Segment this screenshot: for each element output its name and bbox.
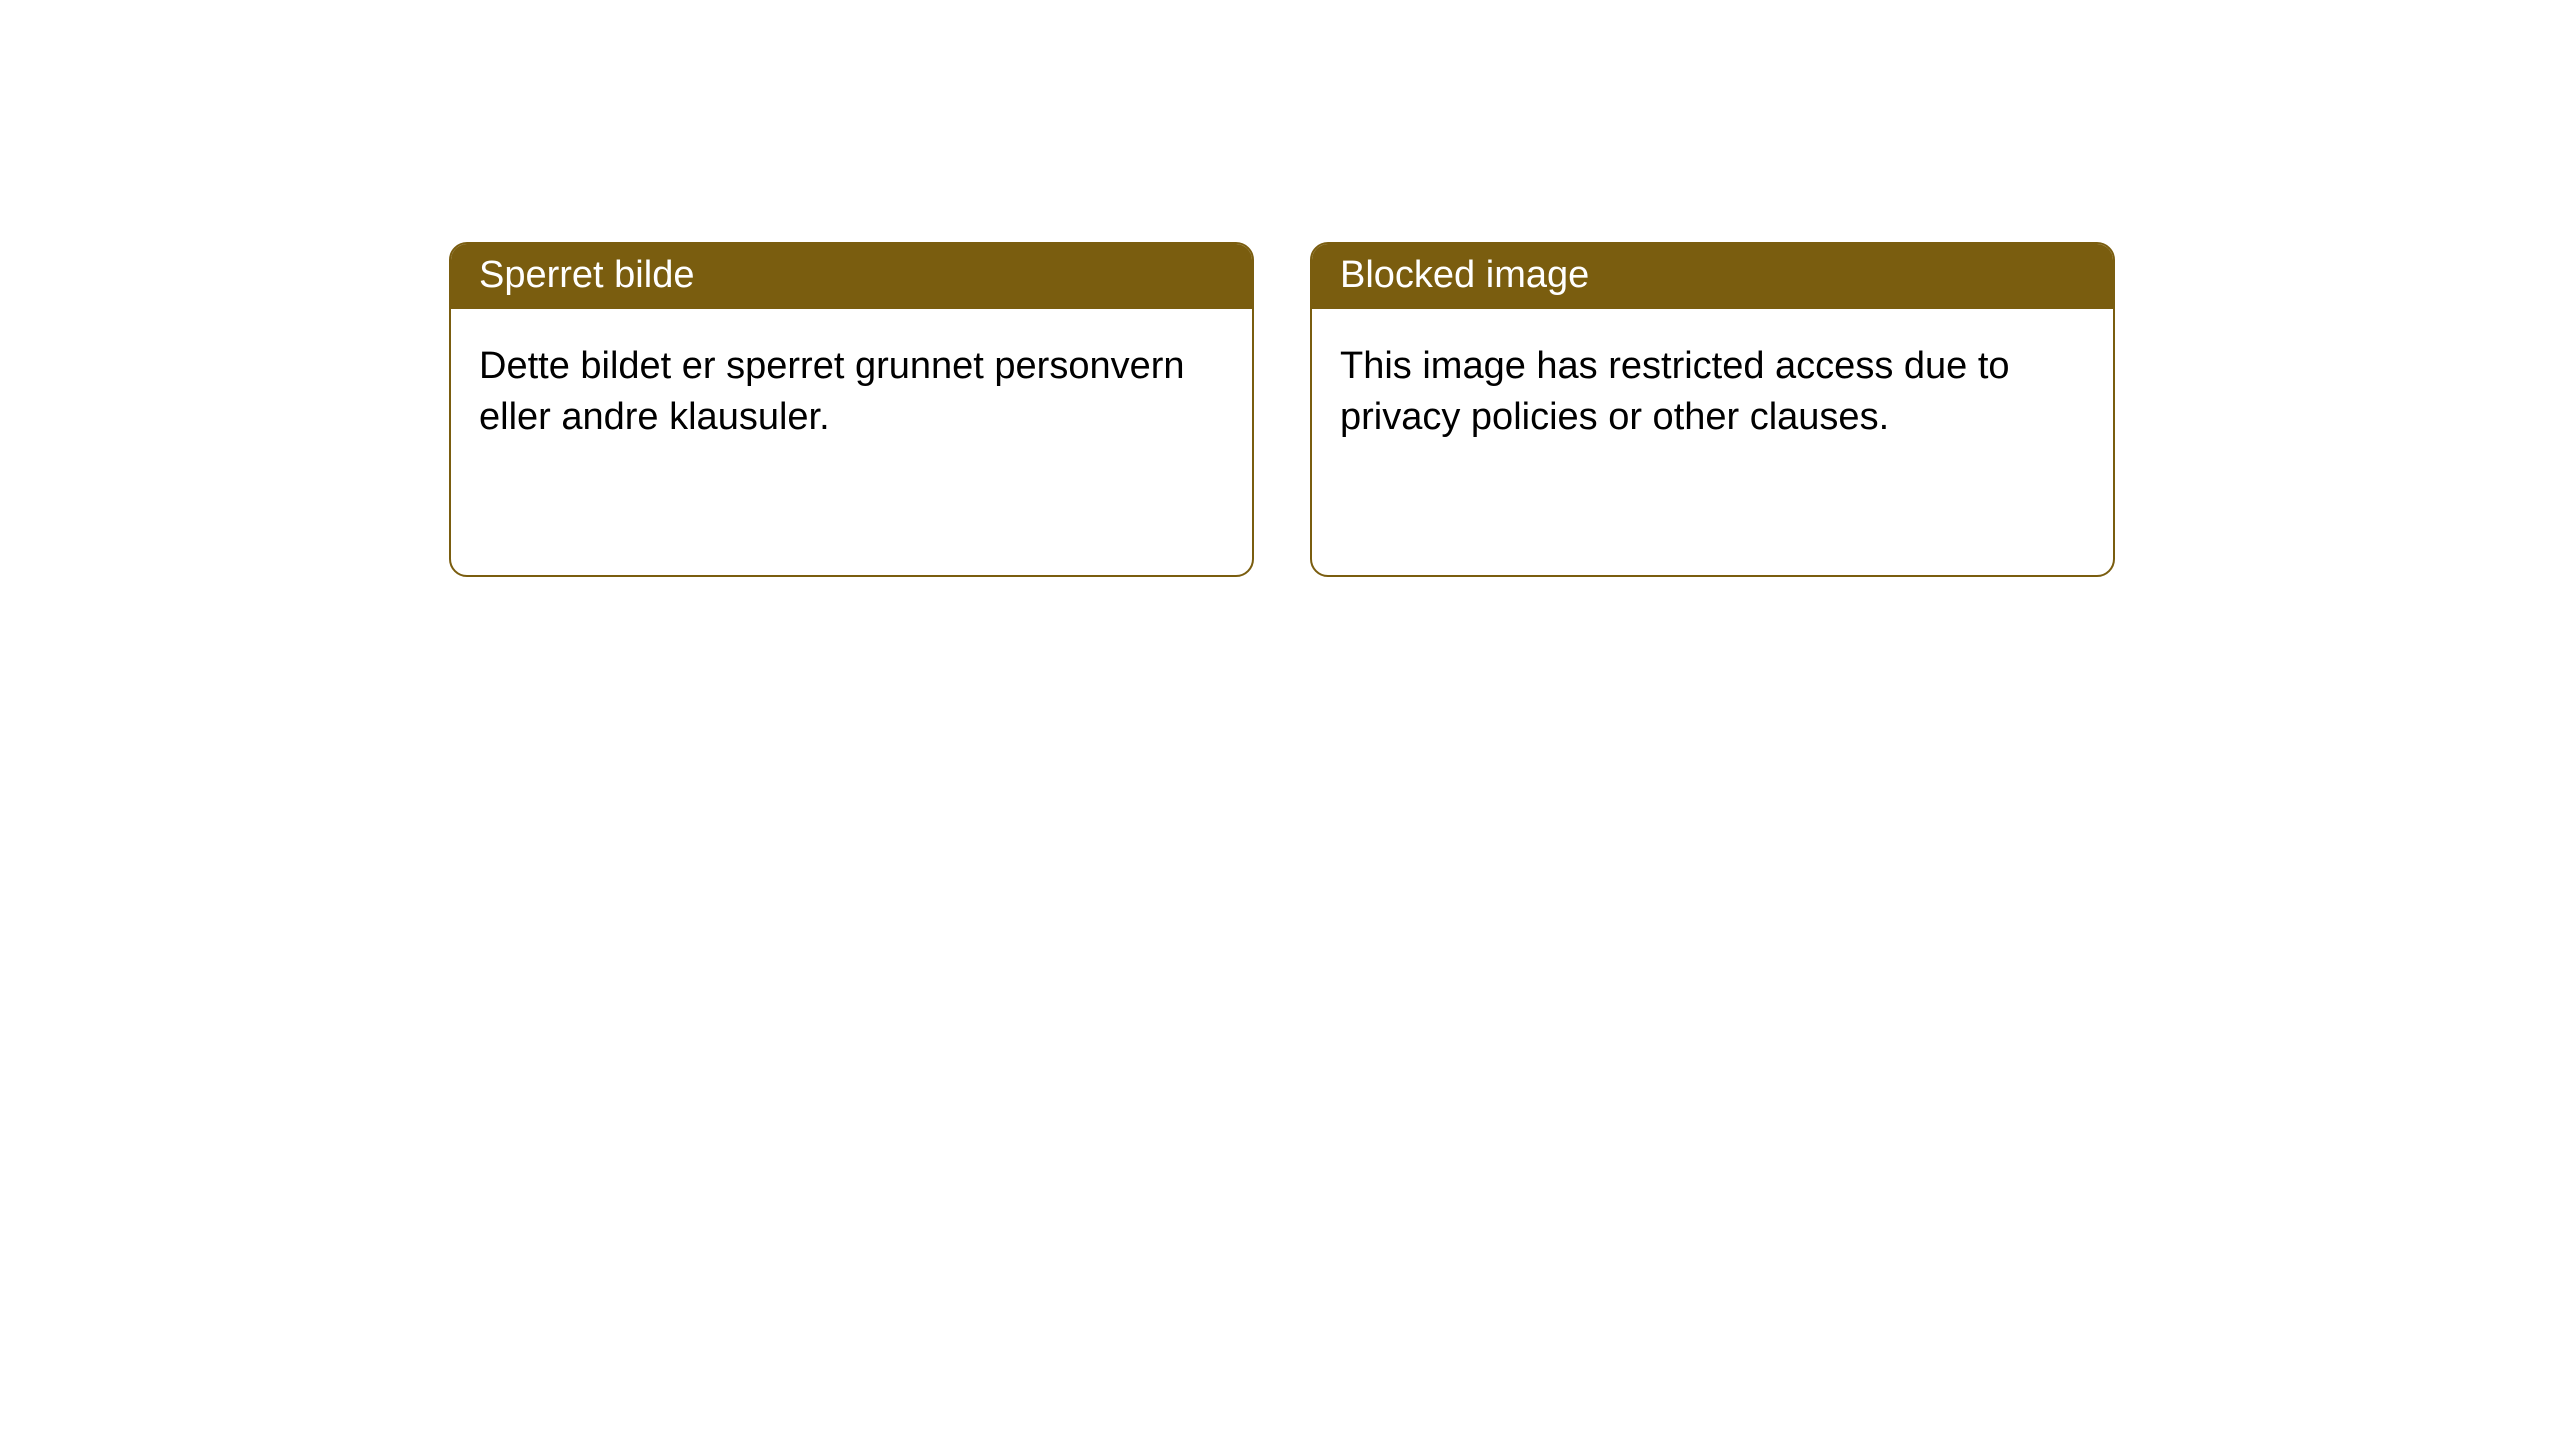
blocked-image-card-en: Blocked image This image has restricted …: [1310, 242, 2115, 577]
card-body-no: Dette bildet er sperret grunnet personve…: [451, 309, 1252, 476]
card-body-en: This image has restricted access due to …: [1312, 309, 2113, 476]
blocked-image-card-no: Sperret bilde Dette bildet er sperret gr…: [449, 242, 1254, 577]
card-header-no: Sperret bilde: [451, 244, 1252, 309]
notice-container: Sperret bilde Dette bildet er sperret gr…: [449, 242, 2115, 577]
card-header-en: Blocked image: [1312, 244, 2113, 309]
